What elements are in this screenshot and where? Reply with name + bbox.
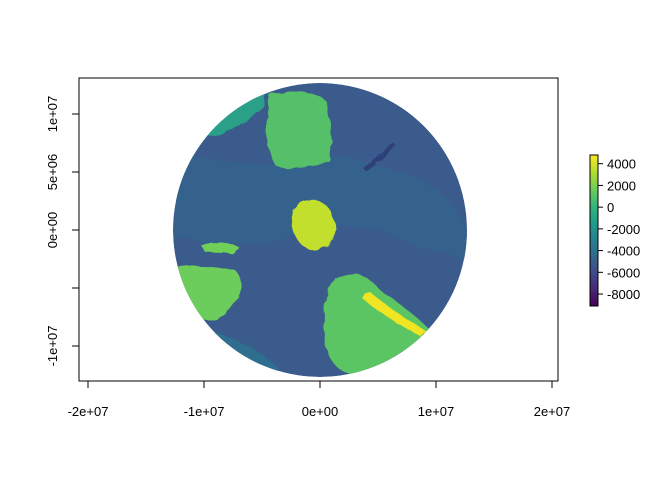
colorbar-tick-label: -6000	[607, 265, 640, 280]
colorbar-legend: 4000 2000 0 -2000 -4000 -6000 -8000	[589, 154, 640, 307]
x-tick-label: -2e+07	[68, 404, 109, 419]
colorbar-tick-label: -2000	[607, 222, 640, 237]
colorbar-tick-label: 2000	[607, 178, 636, 193]
landmass-antarctica	[291, 199, 336, 251]
x-tick-label: -1e+07	[184, 404, 225, 419]
colorbar-tick-label: -4000	[607, 244, 640, 259]
colorbar-tick-label: 4000	[607, 157, 636, 172]
landmass-south-america	[323, 274, 430, 375]
x-tick-label: 0e+00	[302, 404, 339, 419]
andes-highlands	[362, 290, 425, 336]
x-tick-label: 2e+07	[534, 404, 571, 419]
y-axis: -1e+07 0e+00 5e+06 1e+07	[45, 96, 80, 367]
y-tick-label: 0e+00	[45, 212, 60, 249]
y-tick-label: -1e+07	[45, 326, 60, 367]
colorbar-ramp	[589, 154, 599, 307]
colorbar-tick-label: -8000	[607, 287, 640, 302]
x-tick-label: 1e+07	[418, 404, 455, 419]
y-tick-label: 1e+07	[45, 96, 60, 133]
deep-trench	[363, 143, 397, 172]
y-tick-label: 5e+06	[45, 154, 60, 191]
x-axis: -2e+07 -1e+07 0e+00 1e+07 2e+07	[68, 380, 571, 419]
landmass-australia	[266, 91, 332, 169]
colorbar-tick-label: 0	[607, 200, 614, 215]
elevation-raster	[173, 83, 467, 377]
landmass-africa-east	[200, 242, 240, 254]
